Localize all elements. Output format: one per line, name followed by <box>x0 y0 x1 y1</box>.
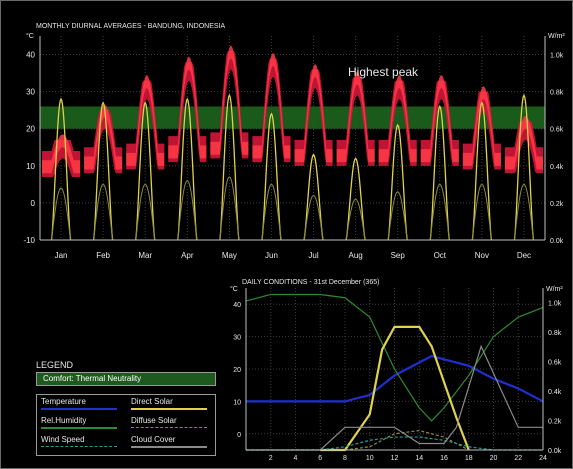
legend-label-temperature: Temperature <box>41 397 86 406</box>
legend-box: Temperature Direct Solar Rel.Humidity Di… <box>36 394 216 456</box>
temperature-core-aug <box>336 71 375 163</box>
diffuse-solar-may <box>219 176 240 241</box>
temperature-core-jun <box>252 52 291 159</box>
y-tick-label-30: 30 <box>26 88 35 97</box>
y-right-tick-label-0-2k: 0.2k <box>550 201 564 208</box>
temperature-core-mar <box>126 74 165 166</box>
x-tick-label-mar: Mar <box>138 251 152 260</box>
legend-title: LEGEND <box>36 360 74 370</box>
temperature-core-jul <box>294 63 333 163</box>
legend-swatch-diffuse-solar <box>131 427 207 428</box>
diffuse-solar-jan <box>51 187 72 241</box>
comfort-band <box>40 106 545 129</box>
temperature-core-nov <box>462 86 501 166</box>
direct-solar-feb <box>92 101 114 241</box>
x-tick-label-jun: Jun <box>265 251 278 260</box>
x-tick-label-sep: Sep <box>391 251 406 260</box>
temperature-band-oct <box>420 80 459 166</box>
legend-item-rel-humidity: Rel.Humidity <box>41 416 125 434</box>
direct-solar-dec <box>513 93 535 241</box>
x-tick-label-may: May <box>222 251 237 260</box>
y-axis-unit-left: °C <box>26 32 34 40</box>
x-tick-label-jan: Jan <box>55 251 68 260</box>
legend-swatch-cloud-cover <box>131 446 207 448</box>
temperature-core-dec <box>504 115 543 170</box>
diffuse-solar-jul <box>303 194 324 241</box>
direct-solar-jan <box>50 97 72 241</box>
direct-solar-nov <box>471 101 493 241</box>
y-tick-label-10: 10 <box>26 162 35 171</box>
x-tick-label-nov: Nov <box>475 251 489 260</box>
legend-label-cloud-cover: Cloud Cover <box>131 435 176 444</box>
legend-comfort-band: Comfort: Thermal Neutrality <box>36 372 216 386</box>
direct-solar-jul <box>303 153 324 241</box>
direct-solar-mar <box>135 101 156 241</box>
legend-item-temperature: Temperature <box>41 397 125 415</box>
x-tick-label-feb: Feb <box>96 251 110 260</box>
direct-solar-jun <box>261 112 282 241</box>
y-right-tick-label-0-4k: 0.4k <box>550 164 564 171</box>
temperature-band-nov <box>462 91 501 170</box>
y-right-tick-label-0-0k: 0.0k <box>550 238 564 245</box>
legend-swatch-rel-humidity <box>41 427 117 429</box>
x-tick-label-apr: Apr <box>181 251 194 260</box>
temperature-band-apr <box>168 61 207 163</box>
y-tick-label-20: 20 <box>26 125 35 134</box>
diffuse-solar-dec <box>513 183 534 241</box>
diffuse-solar-oct <box>429 183 450 241</box>
legend-label-rel-humidity: Rel.Humidity <box>41 416 87 425</box>
temperature-core-apr <box>168 56 207 159</box>
legend-item-wind-speed: Wind Speed <box>41 435 125 453</box>
direct-solar-oct <box>429 105 450 241</box>
diffuse-solar-mar <box>135 183 156 241</box>
temperature-core-jan <box>42 134 81 174</box>
diffuse-solar-sep <box>387 191 408 241</box>
y-right-tick-label-1-0k: 1.0k <box>550 53 564 60</box>
temperature-band-mar <box>126 80 165 170</box>
direct-solar-aug <box>345 157 366 241</box>
legend-panel: LEGEND Comfort: Thermal Neutrality Tempe… <box>34 356 220 464</box>
legend-item-diffuse-solar: Diffuse Solar <box>131 416 215 434</box>
temperature-core-oct <box>420 74 459 163</box>
x-tick-label-jul: Jul <box>308 251 318 260</box>
x-tick-label-oct: Oct <box>434 251 447 260</box>
diffuse-solar-jun <box>261 183 282 241</box>
monthly-diurnal-chart: MONTHLY DIURNAL AVERAGES - BANDUNG, INDO… <box>23 23 565 260</box>
diffuse-solar-nov <box>471 183 492 241</box>
temperature-core-sep <box>378 74 417 163</box>
diffuse-solar-apr <box>177 180 198 241</box>
diffuse-solar-aug <box>345 198 366 241</box>
y-tick-label-10: -10 <box>23 236 35 245</box>
temperature-band-aug <box>336 76 375 166</box>
y-axis-unit-right: W/m² <box>548 33 565 40</box>
legend-label-diffuse-solar: Diffuse Solar <box>131 416 177 425</box>
direct-solar-sep <box>387 123 408 241</box>
y-tick-label-40: 40 <box>26 51 35 60</box>
temperature-core-feb <box>84 104 123 170</box>
diffuse-solar-feb <box>93 183 114 241</box>
highest-peak-annotation: Highest peak <box>348 65 419 79</box>
chart-title: MONTHLY DIURNAL AVERAGES - BANDUNG, INDO… <box>36 23 225 30</box>
temperature-band-sep <box>378 80 417 166</box>
y-right-tick-label-0-6k: 0.6k <box>550 127 564 134</box>
legend-item-direct-solar: Direct Solar <box>131 397 215 415</box>
x-tick-label-dec: Dec <box>517 251 531 260</box>
legend-swatch-wind-speed <box>41 446 117 447</box>
y-right-tick-label-0-8k: 0.8k <box>550 90 564 97</box>
legend-item-cloud-cover: Cloud Cover <box>131 435 215 453</box>
direct-solar-apr <box>177 97 198 241</box>
y-tick-label-0: 0 <box>31 199 36 208</box>
legend-swatch-temperature <box>41 408 117 410</box>
legend-swatch-direct-solar <box>131 408 207 410</box>
temperature-core-may <box>210 45 249 155</box>
legend-label-direct-solar: Direct Solar <box>131 397 173 406</box>
temperature-band-jul <box>294 69 333 166</box>
x-tick-label-aug: Aug <box>349 251 363 260</box>
legend-label-wind-speed: Wind Speed <box>41 435 85 444</box>
direct-solar-may <box>219 93 240 241</box>
